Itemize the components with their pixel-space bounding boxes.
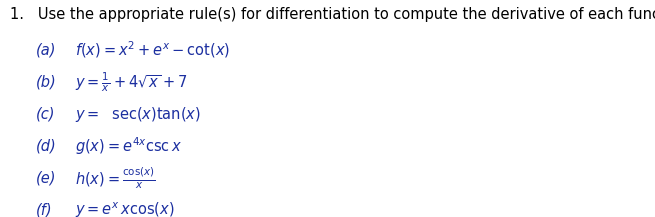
- Text: $y = e^x\,x\cos(x)$: $y = e^x\,x\cos(x)$: [75, 201, 175, 217]
- Text: $h(x) = \frac{\cos(x)}{x}$: $h(x) = \frac{\cos(x)}{x}$: [75, 166, 156, 191]
- Text: $f(x) = x^2 + e^x - \cot(x)$: $f(x) = x^2 + e^x - \cot(x)$: [75, 39, 231, 60]
- Text: (c): (c): [36, 107, 56, 122]
- Text: (a): (a): [36, 42, 56, 58]
- Text: $g(x) = e^{4x}\mathrm{csc}\,x$: $g(x) = e^{4x}\mathrm{csc}\,x$: [75, 135, 182, 157]
- Text: 1.   Use the appropriate rule(s) for differentiation to compute the derivative o: 1. Use the appropriate rule(s) for diffe…: [10, 7, 655, 21]
- Text: (e): (e): [36, 171, 56, 186]
- Text: $y = \frac{1}{x} + 4\sqrt{x} + 7$: $y = \frac{1}{x} + 4\sqrt{x} + 7$: [75, 70, 187, 94]
- Text: (f): (f): [36, 203, 52, 217]
- Text: $y =\ \ \sec(x)\tan(x)$: $y =\ \ \sec(x)\tan(x)$: [75, 105, 201, 124]
- Text: (b): (b): [36, 74, 57, 90]
- Text: (d): (d): [36, 139, 57, 154]
